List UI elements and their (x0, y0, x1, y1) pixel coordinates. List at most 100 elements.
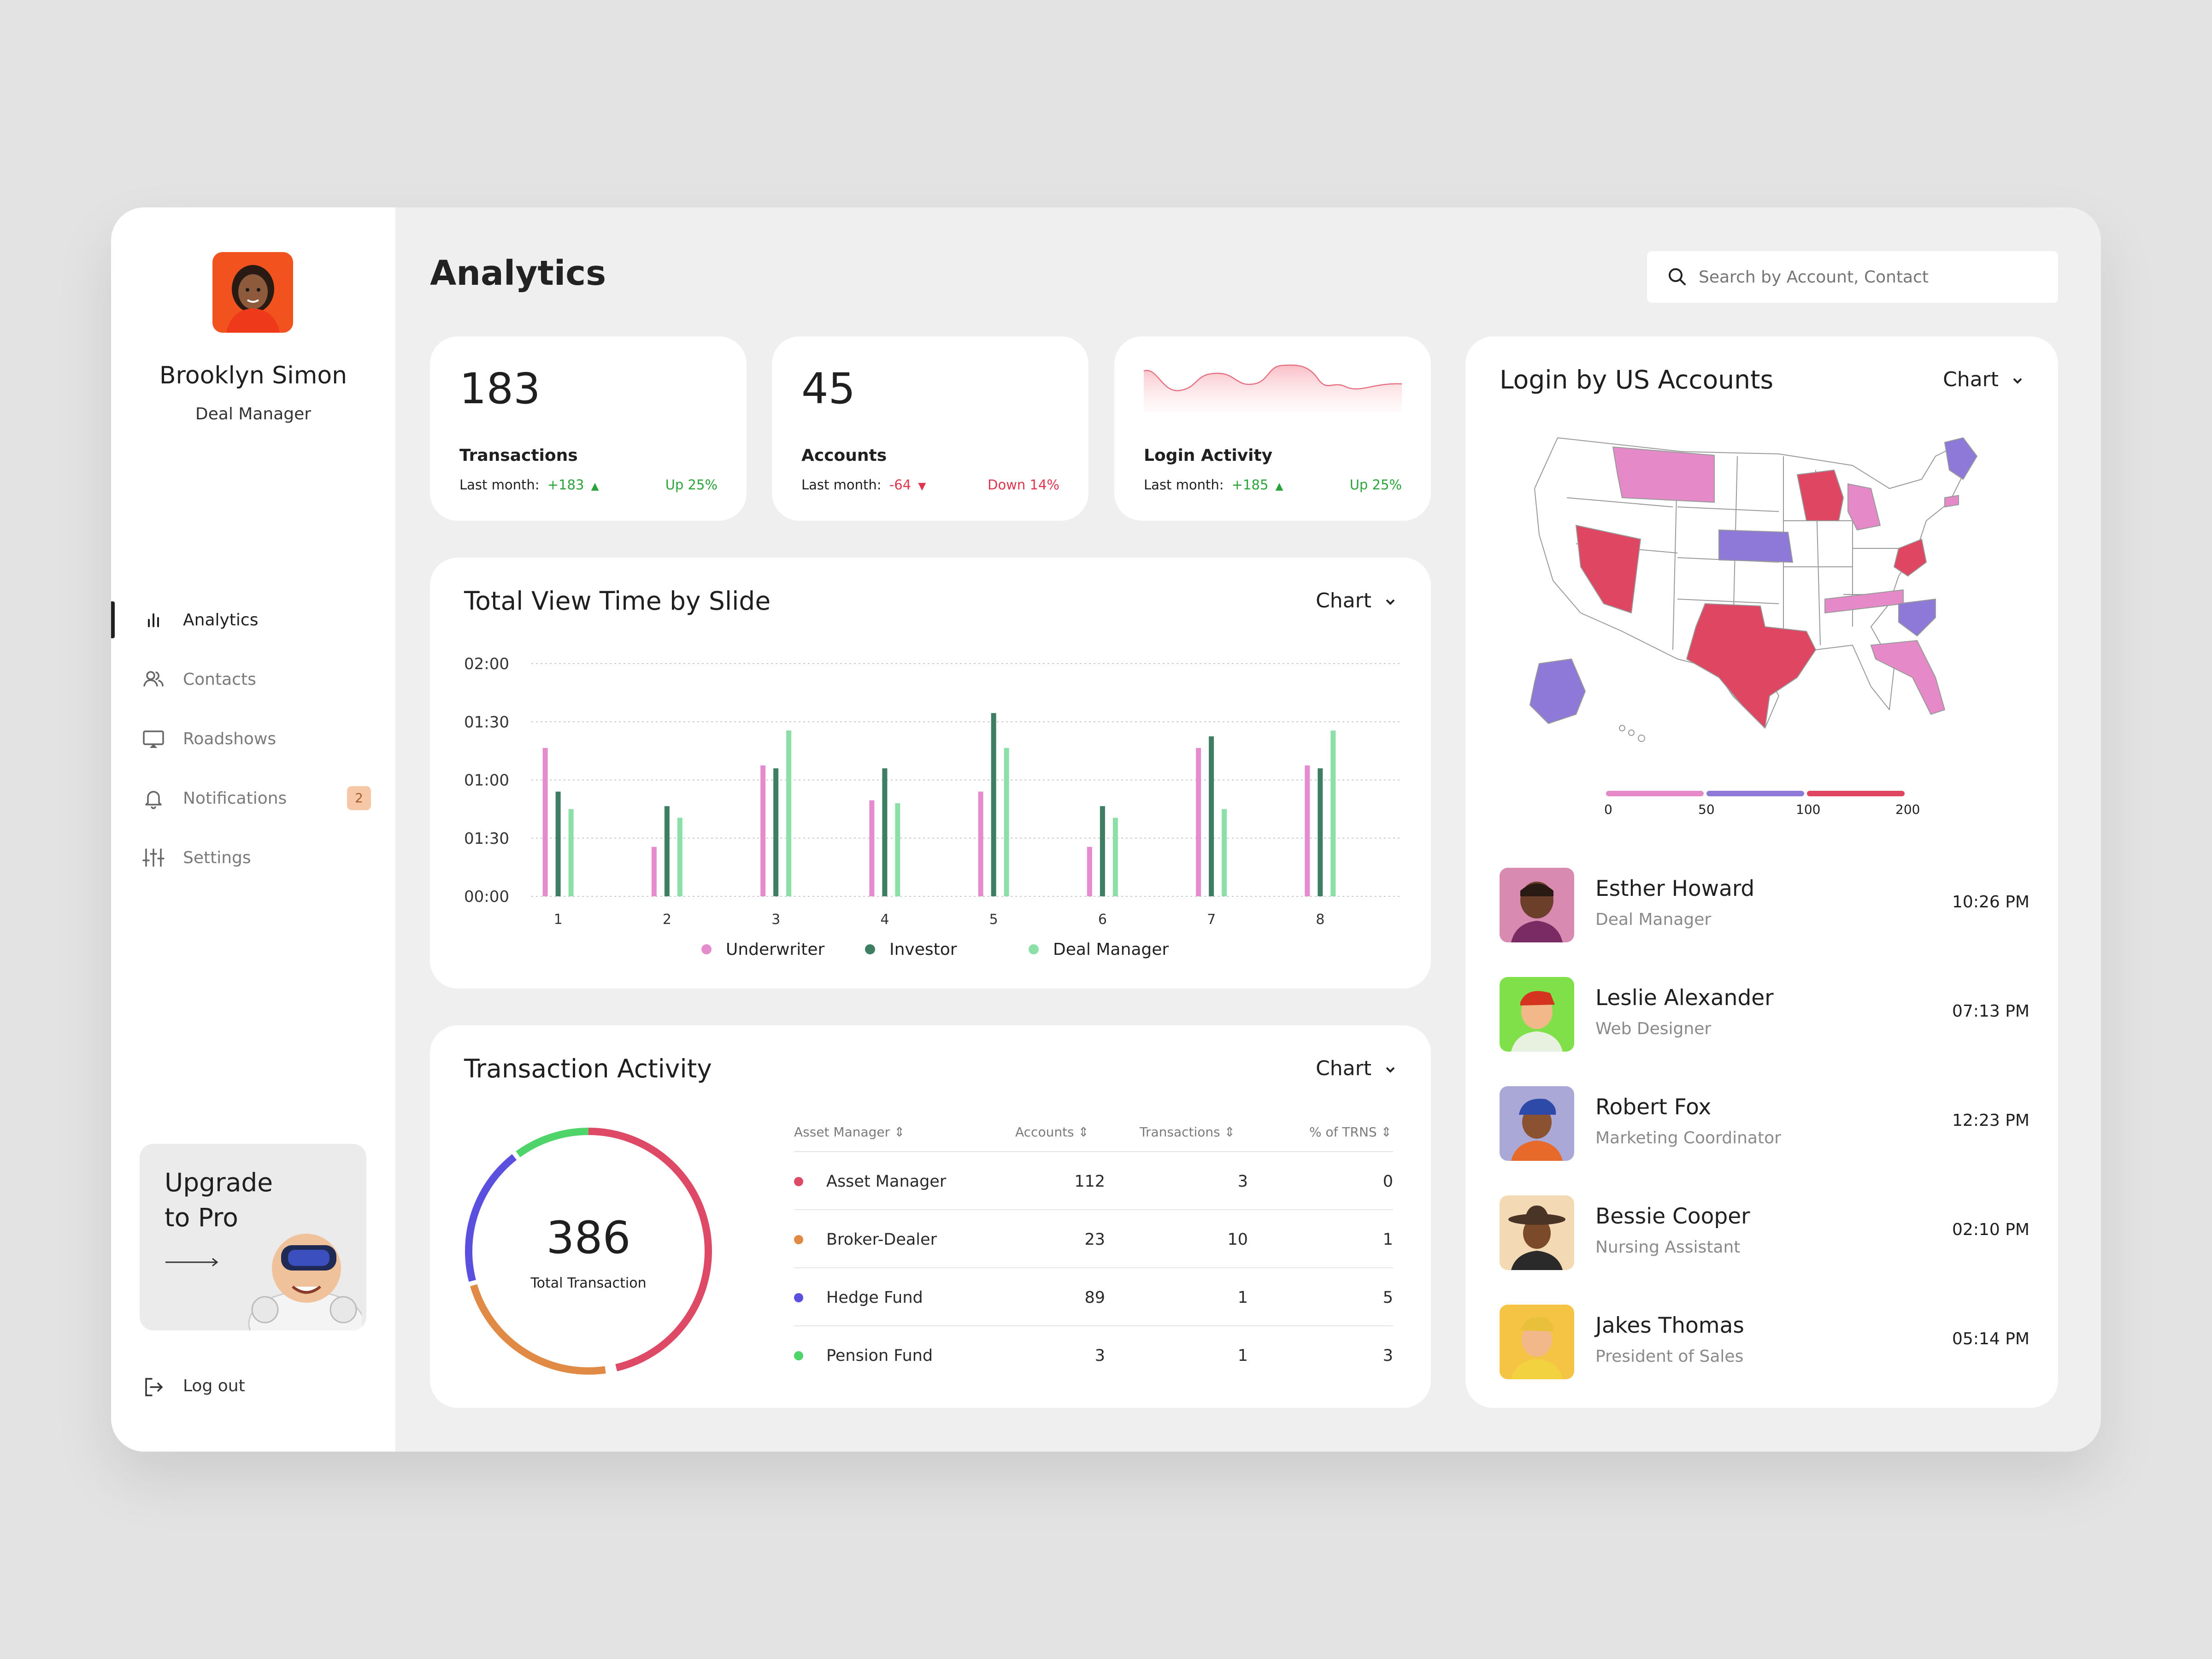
search-input[interactable] (1699, 263, 2040, 291)
legend-label: 50 (1698, 802, 1715, 817)
stat-prefix: Last month: (1144, 477, 1224, 493)
row-accounts: 23 (1084, 1230, 1105, 1249)
row-pct: 1 (1382, 1230, 1393, 1249)
bar-underwriter (1087, 847, 1092, 896)
contact-name: Bessie Cooper (1595, 1204, 1750, 1229)
x-tick-label: 5 (989, 912, 998, 928)
bar-underwriter (760, 765, 766, 896)
donut-total: 386 (546, 1212, 631, 1264)
contact-name: Robert Fox (1595, 1094, 1712, 1120)
login-sparkline (1144, 362, 1402, 412)
x-tick-label: 2 (663, 912, 671, 928)
y-tick-label: 01:30 (464, 830, 509, 848)
contact-item[interactable]: Bessie Cooper Nursing Assistant 02:10 PM (1500, 1195, 2030, 1271)
contact-time: 02:10 PM (1952, 1220, 2030, 1239)
bar-deal-manager (895, 803, 900, 896)
search-bar[interactable] (1647, 251, 2058, 303)
search-icon (1666, 266, 1688, 288)
logout-button[interactable]: Log out (140, 1371, 278, 1403)
table-row[interactable]: Hedge Fund 89 1 5 (794, 1269, 1393, 1326)
legend-label: Underwriter (726, 940, 824, 959)
bar-investor (773, 768, 779, 896)
transaction-table: Asset Manager ⇕ Accounts ⇕ Transactions … (794, 1124, 1393, 1382)
contact-item[interactable]: Leslie Alexander Web Designer 07:13 PM (1500, 977, 2030, 1053)
app-window: Brooklyn Simon Deal Manager Analytics Co… (111, 207, 2101, 1452)
card-title: Total View Time by Slide (464, 586, 771, 616)
stat-label: Transactions (459, 446, 578, 465)
x-tick-label: 3 (771, 912, 780, 928)
contact-role: Marketing Coordinator (1595, 1129, 1781, 1147)
contact-name: Esther Howard (1595, 876, 1755, 901)
legend-marker (1029, 944, 1039, 954)
contact-item[interactable]: Robert Fox Marketing Coordinator 12:23 P… (1500, 1086, 2030, 1162)
sidebar-item-label: Settings (183, 848, 251, 867)
stat-card-accounts[interactable]: 45 Accounts Last month: -64 ▼ Down 14% (772, 336, 1088, 521)
table-row[interactable]: Pension Fund 3 1 3 (794, 1327, 1393, 1384)
row-color-dot (794, 1293, 803, 1302)
upgrade-subtitle: to Pro (165, 1203, 238, 1232)
stat-card-login-activity[interactable]: Login Activity Last month: +185 ▲ Up 25% (1114, 336, 1431, 521)
bar-underwriter (1196, 748, 1201, 896)
sidebar-item-label: Notifications (183, 788, 287, 808)
view-time-chart: 02:00 01:30 01:00 01:30 00:00 1 2 3 4 5 6 7 8 Underwr… (464, 655, 1402, 959)
stat-delta: -64 (889, 477, 912, 493)
bar-deal-manager (1112, 818, 1118, 896)
table-row[interactable]: Broker-Dealer 23 10 1 (794, 1211, 1393, 1268)
x-tick-label: 8 (1316, 912, 1324, 928)
contact-role: Web Designer (1595, 1019, 1712, 1038)
y-tick-label: 01:00 (464, 771, 509, 790)
stat-footer: Last month: +183 ▲ Up 25% (459, 477, 718, 493)
legend-bar-high (1807, 791, 1905, 796)
chart-dropdown[interactable]: Chart (1316, 1057, 1396, 1080)
bar-deal-manager (568, 809, 574, 896)
bar-underwriter (1305, 765, 1310, 896)
chart-dropdown[interactable]: Chart (1943, 368, 2024, 391)
column-header-pct-trns[interactable]: % of TRNS ⇕ (1309, 1124, 1392, 1140)
us-accounts-card: Login by US Accounts Chart (1465, 336, 2058, 1408)
sidebar-item-notifications[interactable]: Notifications 2 (111, 777, 395, 819)
table-row[interactable]: Asset Manager 112 3 0 (794, 1153, 1393, 1210)
us-map[interactable] (1521, 429, 2009, 742)
sidebar-item-analytics[interactable]: Analytics (111, 599, 395, 641)
view-time-card: Total View Time by Slide Chart 02:00 01:3… (430, 558, 1431, 988)
legend-label: Deal Manager (1053, 940, 1169, 959)
row-color-dot (794, 1177, 803, 1186)
bar-chart-icon (140, 606, 167, 634)
person-avatar (1500, 1195, 1574, 1270)
row-accounts: 89 (1084, 1288, 1105, 1307)
legend-label: 200 (1895, 802, 1920, 817)
upgrade-card[interactable]: Upgrade to Pro (140, 1144, 366, 1330)
column-header-transactions[interactable]: Transactions ⇕ (1140, 1124, 1235, 1140)
arrow-up-icon: ▲ (1275, 481, 1283, 492)
column-header-accounts[interactable]: Accounts ⇕ (1015, 1124, 1089, 1140)
contact-item[interactable]: Esther Howard Deal Manager 10:26 PM (1500, 868, 2030, 944)
chart-dropdown[interactable]: Chart (1316, 589, 1396, 612)
notification-badge: 2 (347, 786, 371, 810)
dropdown-label: Chart (1316, 1057, 1371, 1080)
card-title: Login by US Accounts (1500, 365, 1774, 394)
y-tick-label: 01:30 (464, 713, 509, 731)
cast-icon (140, 725, 167, 753)
y-tick-label: 02:00 (464, 655, 509, 673)
sidebar-item-roadshows[interactable]: Roadshows (111, 718, 395, 760)
profile-name: Brooklyn Simon (159, 362, 347, 389)
sidebar-item-label: Analytics (183, 610, 259, 629)
arrow-up-icon: ▲ (591, 481, 599, 492)
bar-investor (1318, 768, 1323, 896)
sidebar-item-contacts[interactable]: Contacts (111, 658, 395, 700)
column-header-asset-manager[interactable]: Asset Manager ⇕ (794, 1124, 905, 1140)
legend-label: 0 (1604, 802, 1612, 817)
contact-item[interactable]: Jakes Thomas President of Sales 05:14 PM (1500, 1305, 2030, 1381)
profile-avatar[interactable] (212, 252, 293, 333)
person-avatar (1500, 977, 1574, 1052)
bar-investor (1209, 736, 1214, 896)
row-name: Hedge Fund (826, 1288, 923, 1307)
row-pct: 5 (1382, 1288, 1393, 1307)
sidebar-item-settings[interactable]: Settings (111, 836, 395, 879)
row-transactions: 10 (1227, 1230, 1248, 1249)
divider (794, 1151, 1393, 1152)
arrow-down-icon: ▼ (918, 481, 926, 492)
y-tick-label: 00:00 (464, 888, 509, 906)
contact-name: Leslie Alexander (1595, 985, 1774, 1011)
stat-card-transactions[interactable]: 183 Transactions Last month: +183 ▲ Up 2… (430, 336, 747, 521)
